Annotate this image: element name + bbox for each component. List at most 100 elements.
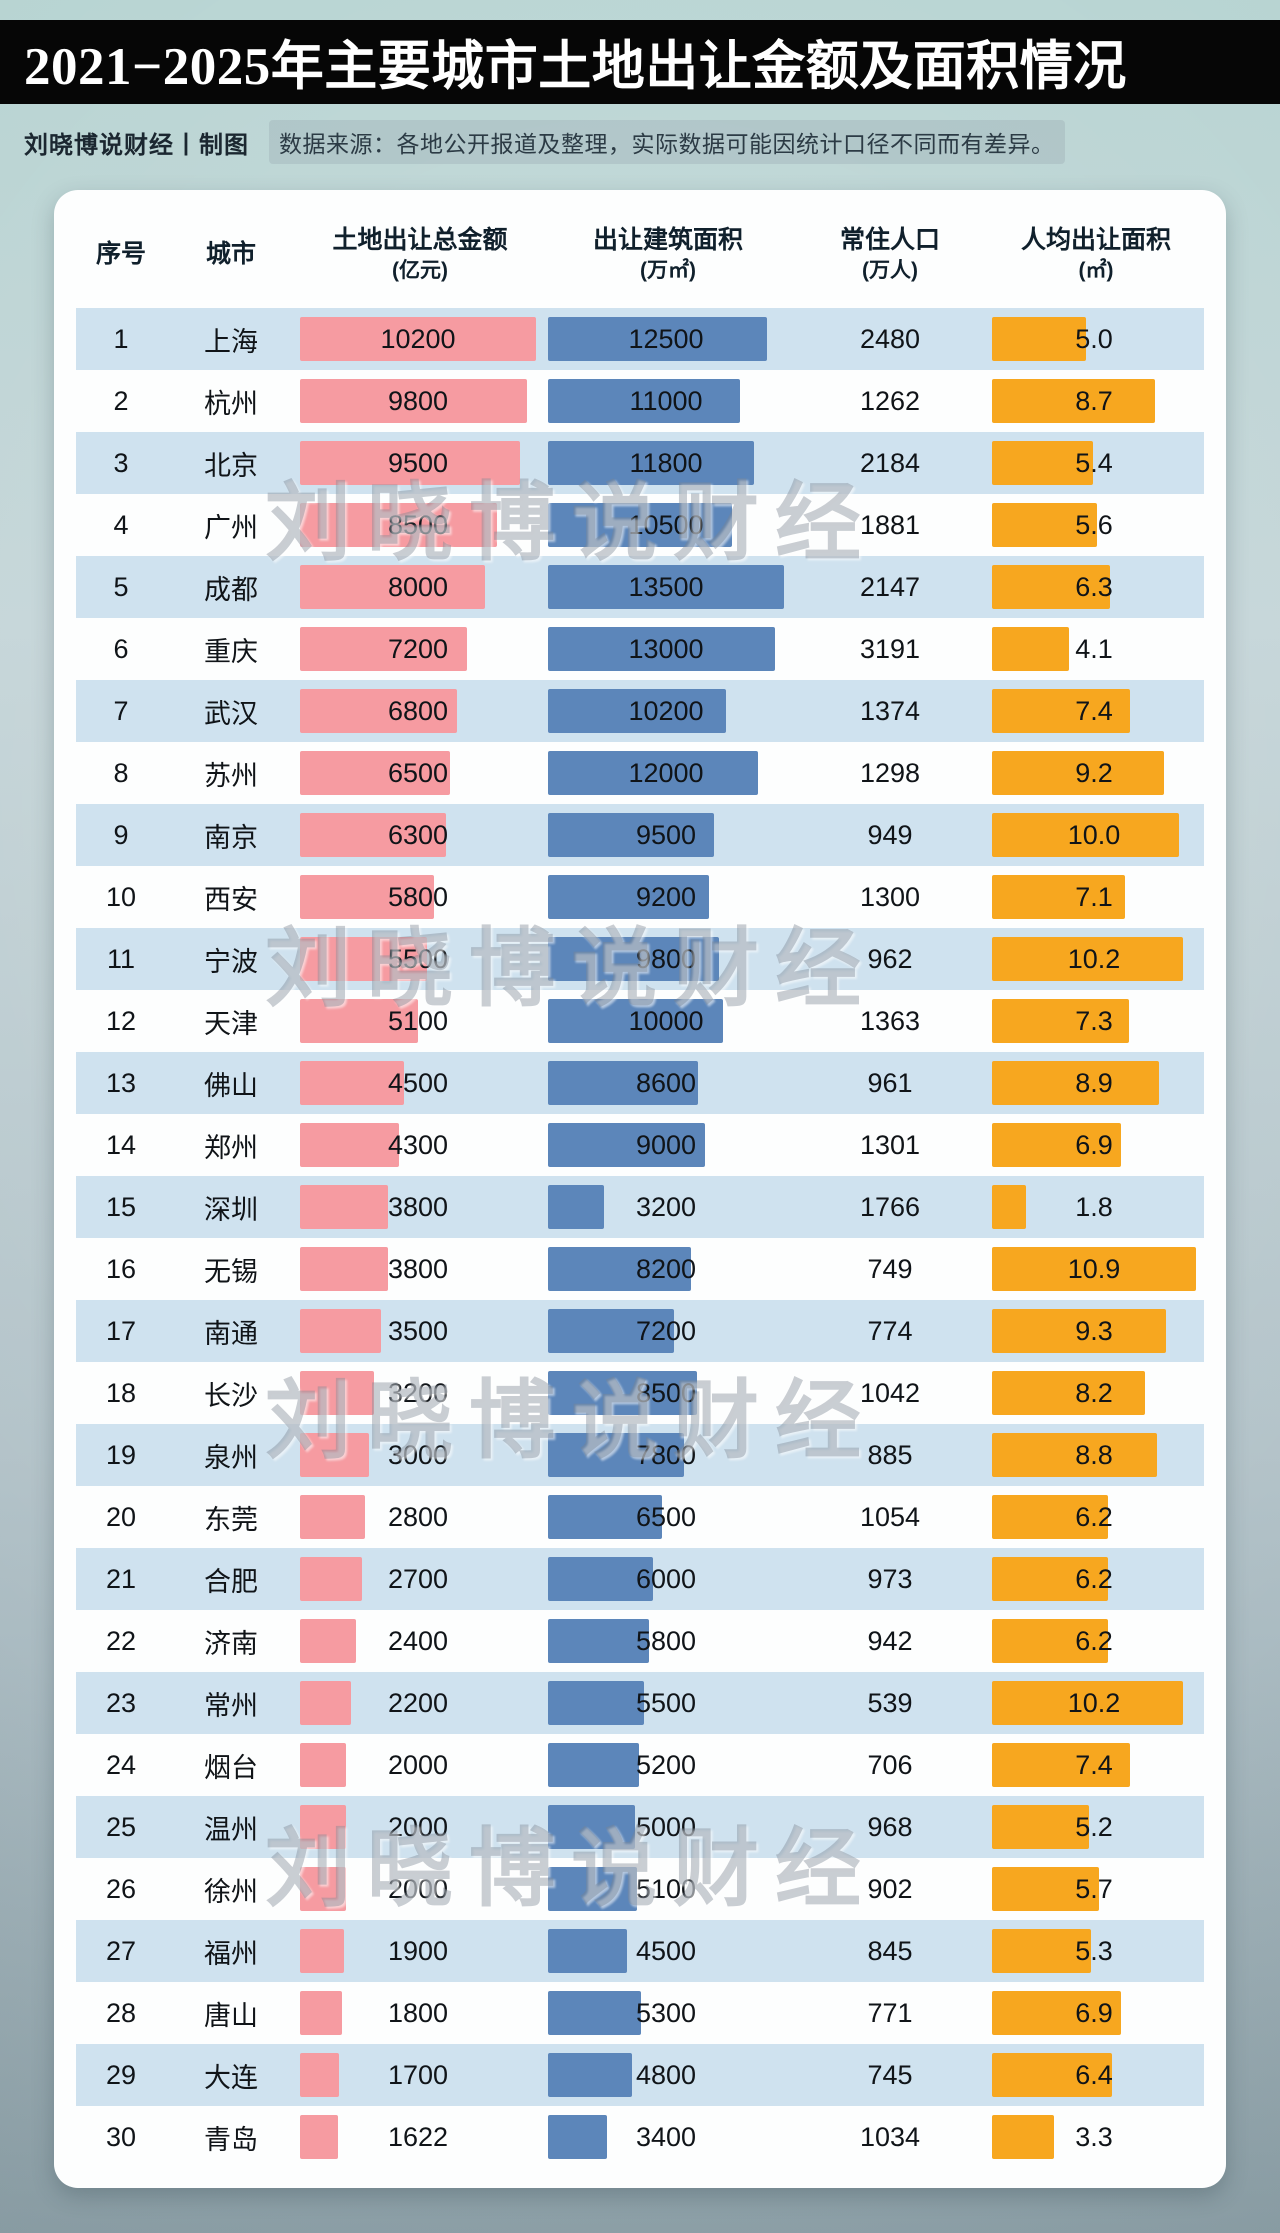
amount-bar-track: 9500 [300, 441, 536, 485]
amount-value: 3000 [387, 1440, 449, 1470]
per-capita-value: 5.4 [1075, 448, 1113, 478]
population-value: 749 [867, 1253, 913, 1284]
population-value: 942 [867, 1625, 913, 1656]
per-capita-bar [992, 1929, 1092, 1973]
area-bar-track: 8200 [548, 1247, 784, 1291]
amount-value: 5800 [387, 882, 449, 912]
per-capita-bar-track: 7.3 [992, 999, 1196, 1043]
header-city: 城市 [166, 238, 296, 271]
row-index: 22 [105, 1625, 137, 1656]
amount-bar [300, 441, 520, 485]
amount-bar [300, 627, 467, 671]
per-capita-bar-track: 5.0 [992, 317, 1196, 361]
row-city: 佛山 [204, 1070, 258, 1101]
per-capita-bar [992, 1991, 1122, 2035]
row-index: 4 [113, 509, 129, 540]
row-city: 徐州 [204, 1876, 258, 1907]
area-bar [548, 875, 709, 919]
amount-bar [300, 1867, 347, 1911]
amount-cell: 5800 [296, 866, 544, 928]
per-capita-bar [992, 1495, 1109, 1539]
per-capita-bar [992, 751, 1165, 795]
table-row: 11 宁波 5500 9800 962 10.2 [76, 928, 1204, 990]
table-row: 26 徐州 2000 5100 902 5.7 [76, 1858, 1204, 1920]
population-value: 1374 [859, 695, 921, 726]
header-index: 序号 [76, 238, 166, 271]
area-bar-track: 12000 [548, 751, 784, 795]
amount-cell: 1900 [296, 1920, 544, 1982]
area-bar-track: 8600 [548, 1061, 784, 1105]
per-capita-value: 6.2 [1075, 1502, 1113, 1532]
per-capita-cell: 9.2 [988, 742, 1204, 804]
population-value: 774 [867, 1315, 913, 1346]
population-value: 1766 [859, 1191, 921, 1222]
per-capita-value: 7.4 [1075, 696, 1113, 726]
row-index: 10 [105, 881, 137, 912]
per-capita-bar [992, 1805, 1090, 1849]
amount-bar [300, 999, 418, 1043]
area-bar [548, 1743, 639, 1787]
per-capita-value: 9.3 [1075, 1316, 1113, 1346]
amount-value: 3800 [387, 1192, 449, 1222]
table-row: 7 武汉 6800 10200 1374 7.4 [76, 680, 1204, 742]
amount-bar [300, 1681, 351, 1725]
row-index: 8 [113, 757, 129, 788]
per-capita-cell: 5.2 [988, 1796, 1204, 1858]
area-cell: 9000 [544, 1114, 792, 1176]
row-index: 30 [105, 2121, 137, 2152]
row-city: 温州 [204, 1814, 258, 1845]
per-capita-bar-track: 6.2 [992, 1557, 1196, 1601]
row-city: 广州 [204, 512, 258, 543]
amount-bar [300, 813, 446, 857]
per-capita-bar-track: 9.3 [992, 1309, 1196, 1353]
area-bar [548, 1805, 636, 1849]
per-capita-value: 8.2 [1075, 1378, 1113, 1408]
amount-value: 9800 [387, 386, 449, 416]
amount-bar [300, 1805, 347, 1849]
area-bar [548, 379, 741, 423]
area-bar [548, 689, 727, 733]
per-capita-cell: 6.2 [988, 1486, 1204, 1548]
population-value: 2147 [859, 571, 921, 602]
row-index: 18 [105, 1377, 137, 1408]
per-capita-cell: 5.3 [988, 1920, 1204, 1982]
per-capita-bar-track: 8.9 [992, 1061, 1196, 1105]
amount-cell: 6300 [296, 804, 544, 866]
amount-value: 2700 [387, 1564, 449, 1594]
row-city: 宁波 [204, 946, 258, 977]
area-cell: 5300 [544, 1982, 792, 2044]
subtitle-bar: 刘晓博说财经丨制图 数据来源：各地公开报道及整理，实际数据可能因统计口径不同而有… [24, 120, 1256, 164]
amount-cell: 10200 [296, 308, 544, 370]
area-value: 12000 [628, 758, 704, 788]
amount-cell: 3200 [296, 1362, 544, 1424]
row-index: 25 [105, 1811, 137, 1842]
table-row: 13 佛山 4500 8600 961 8.9 [76, 1052, 1204, 1114]
per-capita-bar-track: 4.1 [992, 627, 1196, 671]
area-value: 8600 [635, 1068, 697, 1098]
amount-bar-track: 2700 [300, 1557, 536, 1601]
per-capita-cell: 8.8 [988, 1424, 1204, 1486]
area-value: 10000 [628, 1006, 704, 1036]
per-capita-value: 3.3 [1075, 2122, 1113, 2152]
amount-bar-track: 3500 [300, 1309, 536, 1353]
per-capita-value: 5.7 [1075, 1874, 1113, 1904]
row-index: 19 [105, 1439, 137, 1470]
amount-bar-track: 8500 [300, 503, 536, 547]
amount-cell: 3000 [296, 1424, 544, 1486]
amount-bar [300, 1123, 400, 1167]
amount-cell: 4500 [296, 1052, 544, 1114]
row-index: 13 [105, 1067, 137, 1098]
per-capita-bar-track: 5.2 [992, 1805, 1196, 1849]
population-value: 1298 [859, 757, 921, 788]
area-value: 13000 [628, 634, 704, 664]
amount-bar [300, 1309, 381, 1353]
area-value: 3200 [635, 1192, 697, 1222]
row-city: 南通 [204, 1318, 258, 1349]
header-area: 出让建筑面积 (万㎡) [544, 224, 792, 284]
per-capita-cell: 7.4 [988, 1734, 1204, 1796]
per-capita-cell: 9.3 [988, 1300, 1204, 1362]
per-capita-value: 10.2 [1067, 1688, 1121, 1718]
amount-cell: 3500 [296, 1300, 544, 1362]
row-index: 3 [113, 447, 129, 478]
amount-cell: 2800 [296, 1486, 544, 1548]
